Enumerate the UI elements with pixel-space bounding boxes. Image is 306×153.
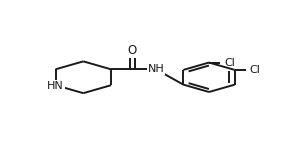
- Text: Cl: Cl: [250, 65, 261, 75]
- Text: O: O: [128, 44, 137, 57]
- Text: NH: NH: [148, 64, 164, 74]
- Text: Cl: Cl: [224, 58, 235, 67]
- Text: HN: HN: [47, 81, 64, 91]
